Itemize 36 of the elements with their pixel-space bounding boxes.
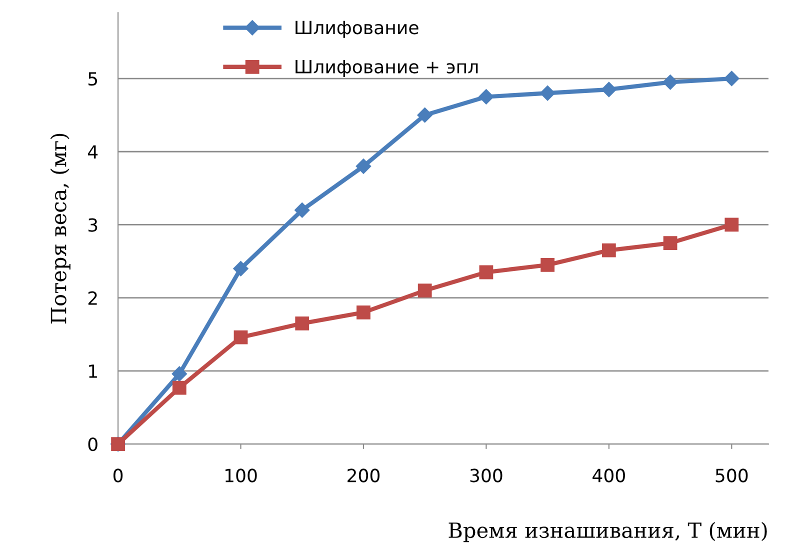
point [724, 218, 739, 232]
point [602, 243, 616, 258]
x-tick-label: 300 [470, 468, 502, 482]
point [663, 236, 678, 250]
x-tick-label: 100 [226, 468, 257, 482]
x-tick-label: 0 [113, 468, 123, 482]
point [417, 108, 432, 123]
point [294, 202, 310, 218]
point [295, 316, 310, 330]
point [662, 74, 678, 90]
point [234, 330, 248, 344]
y-tick-label: 3 [88, 218, 98, 232]
point [724, 70, 740, 86]
point [356, 158, 372, 174]
y-tick-label: 1 [89, 364, 97, 378]
legend-label: Шлифование [296, 20, 418, 38]
point [172, 380, 186, 395]
point [601, 82, 616, 98]
point [172, 366, 187, 382]
point [479, 265, 494, 280]
y-tick-label: 2 [88, 291, 97, 305]
point [478, 89, 494, 104]
x-tick-label: 200 [348, 468, 380, 482]
point [356, 306, 370, 320]
y-tick-label: 4 [88, 145, 98, 158]
y-tick-label: 0 [88, 438, 98, 452]
x-axis-title: Время изнашивания, Т (мин) [448, 522, 767, 542]
x-tick-label: 500 [716, 468, 748, 482]
point [418, 284, 432, 298]
y-axis-title: Потеря веса, (мг) [50, 134, 70, 324]
point [540, 258, 555, 272]
point [233, 261, 248, 276]
y-tick-label: 5 [88, 72, 98, 86]
x-tick-label: 400 [592, 468, 625, 482]
point [540, 86, 556, 101]
legend-label: Шлифование + эпл [296, 60, 478, 77]
